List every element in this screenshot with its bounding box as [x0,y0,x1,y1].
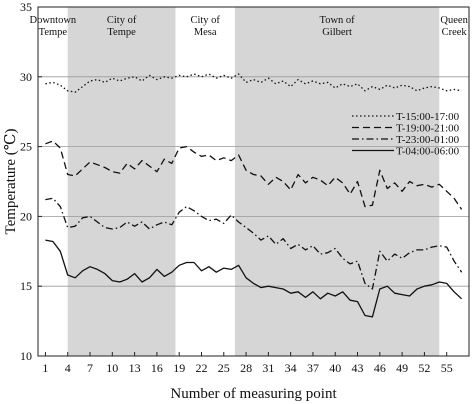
series-line-2 [45,197,463,290]
x-tick-label-22: 22 [195,361,207,375]
y-axis-label: Temperature (℃) [3,128,19,234]
series-line-1 [45,140,463,210]
y-tick-label-35: 35 [20,0,32,14]
x-tick-label-43: 43 [352,361,364,375]
y-tick-label-25: 25 [20,140,32,154]
x-tick-label-46: 46 [374,361,386,375]
tick-labels-layer: 10 15 20 25 30 35 1 4 7 10 13 16 19 22 25 28 31 34 37 40 43 4… [20,0,453,375]
x-tick-label-13: 13 [129,361,141,375]
region-shade-3 [234,7,440,356]
x-tick-label-49: 49 [396,361,408,375]
region-label-0-1: Tempe [39,27,68,38]
y-tick-label-20: 20 [20,209,32,223]
x-tick-label-10: 10 [106,361,118,375]
legend: T-15:00-17:00T-19:00-21:00T-23:00-01:00T… [352,111,460,158]
legend-label-0: T-15:00-17:00 [396,111,460,123]
x-axis-label: Number of measuring point [170,386,337,402]
plot-frame [37,6,470,357]
region-label-4-0: Queen [440,15,468,26]
x-tick-label-34: 34 [285,361,297,375]
y-tick-label-10: 10 [20,349,32,363]
region-shading-layer [67,7,440,356]
x-tick-label-52: 52 [418,361,430,375]
region-shade-1 [67,7,176,356]
series-layer [45,73,463,318]
legend-label-3: T-04:00-06:00 [396,146,460,158]
tick-marks-layer [38,6,448,357]
x-tick-label-4: 4 [65,361,71,375]
y-tick-label-30: 30 [20,70,32,84]
x-tick-label-19: 19 [173,361,185,375]
x-tick-label-16: 16 [151,361,163,375]
x-tick-label-40: 40 [329,361,341,375]
region-label-4-1: Creek [442,27,468,38]
series-line-3 [45,239,463,318]
x-tick-label-28: 28 [240,361,252,375]
legend-label-1: T-19:00-21:00 [396,123,460,135]
region-label-2-1: Mesa [194,27,217,38]
y-tick-label-15: 15 [20,279,32,293]
region-label-3-0: Town of [320,15,356,26]
legend-label-2: T-23:00-01:00 [396,134,460,146]
region-label-3-1: Gilbert [322,27,352,38]
x-tick-label-31: 31 [262,361,274,375]
gridlines-layer [38,76,469,287]
region-label-1-0: City of [107,15,137,26]
x-tick-label-55: 55 [441,361,453,375]
region-label-0-0: Downtown [30,15,77,26]
region-label-2-0: City of [190,15,220,26]
region-label-1-1: Tempe [107,27,136,38]
x-tick-label-7: 7 [87,361,93,375]
x-tick-label-25: 25 [218,361,230,375]
x-tick-label-37: 37 [307,361,319,375]
x-tick-label-1: 1 [42,361,48,375]
